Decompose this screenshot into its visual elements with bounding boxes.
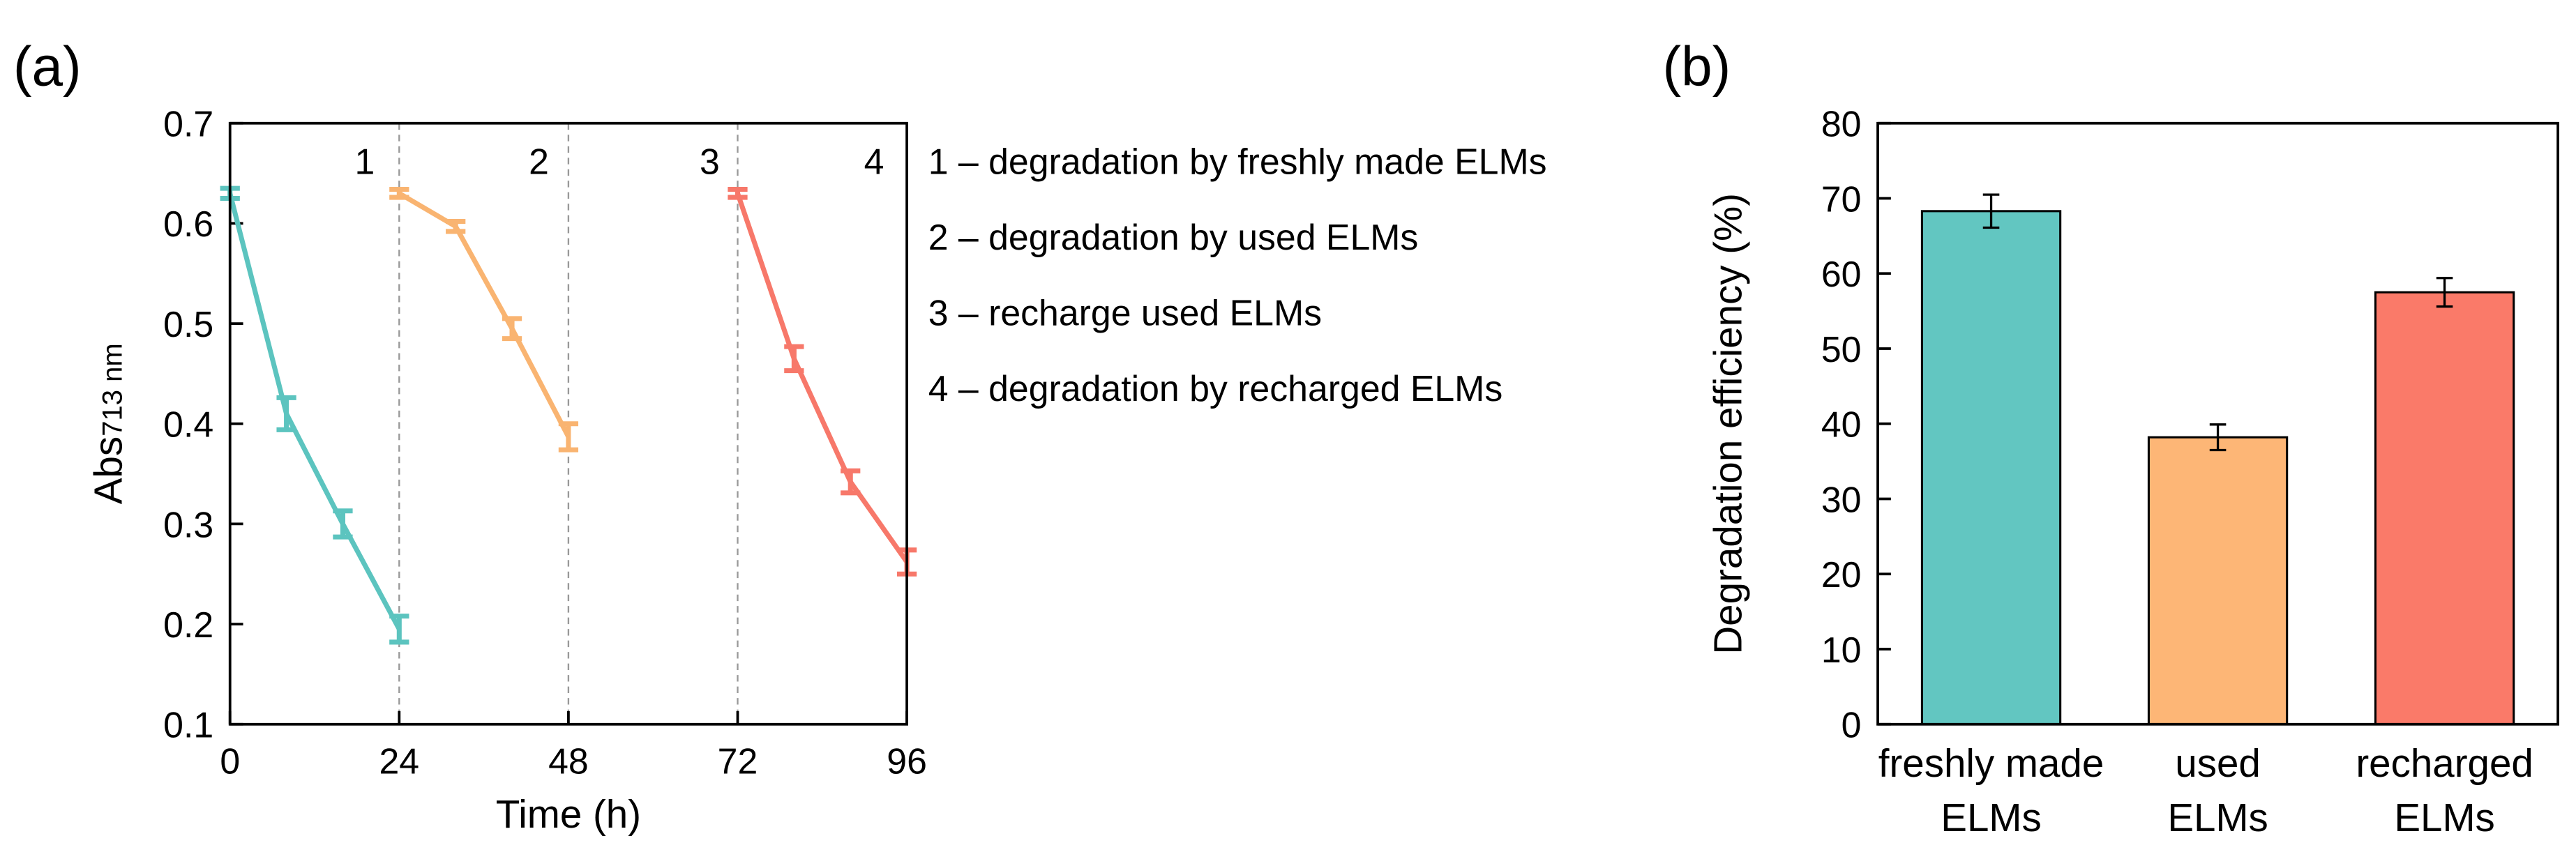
legend-entry: 1 – degradation by freshly made ELMs [928, 142, 1547, 182]
panel-label: (a) [13, 36, 82, 98]
legend-entry: 3 – recharge used ELMs [928, 292, 1322, 333]
bar [2374, 291, 2515, 726]
x-tick-label: recharged [2356, 741, 2533, 785]
x-tick-label: ELMs [1941, 796, 2041, 839]
y-tick-label: 10 [1821, 630, 1862, 670]
interval-label: 4 [864, 142, 884, 182]
error-bar [1982, 193, 2000, 229]
y-axis-title-main: Abs [86, 436, 130, 504]
error-bar [276, 395, 296, 432]
y-tick-label: 70 [1821, 178, 1862, 219]
error-bar [2209, 423, 2227, 452]
y-tick-label: 40 [1821, 404, 1862, 445]
interval-label: 1 [354, 142, 375, 182]
legend-entry: 2 – degradation by used ELMs [928, 217, 1419, 257]
y-tick-label: 0.1 [163, 705, 213, 745]
y-tick-label: 0 [1841, 705, 1862, 745]
y-tick-label: 30 [1821, 479, 1862, 519]
interval-label: 3 [700, 142, 720, 182]
y-axis-title: Abs713 nm [86, 343, 130, 504]
error-bar [558, 421, 579, 453]
x-tick-label: 24 [379, 740, 420, 781]
error-bar [728, 187, 748, 200]
y-tick-label: 80 [1821, 104, 1862, 144]
plot-frame [1876, 121, 2559, 726]
y-axis-title-sub: 713 nm [97, 343, 128, 436]
error-bar [446, 219, 466, 234]
error-bar [502, 316, 522, 342]
y-tick-label: 0.4 [163, 404, 213, 445]
error-bar [841, 468, 861, 496]
x-tick-label: ELMs [2394, 796, 2494, 839]
bar [1920, 210, 2062, 726]
y-tick-label: 0.5 [163, 304, 213, 344]
y-tick-label: 0.2 [163, 605, 213, 645]
panel-label: (b) [1662, 36, 1731, 98]
x-tick-label: used [2175, 741, 2261, 785]
legend-entry: 4 – degradation by recharged ELMs [928, 368, 1503, 409]
interval-label: 2 [529, 142, 549, 182]
y-tick-label: 0.7 [163, 104, 213, 144]
error-bar [389, 187, 409, 200]
x-tick-label: 72 [718, 740, 758, 781]
y-tick-label: 0.3 [163, 504, 213, 545]
y-tick-label: 0.6 [163, 204, 213, 244]
series-line [398, 191, 571, 439]
y-tick-label: 60 [1821, 254, 1862, 294]
y-tick-label: 20 [1821, 554, 1862, 595]
x-tick-label: 96 [887, 740, 927, 781]
error-bar [2436, 277, 2453, 308]
error-bar [333, 508, 353, 540]
plot-frame [228, 121, 908, 726]
bar [2147, 436, 2289, 726]
x-tick-label: 48 [548, 740, 589, 781]
x-tick-label: ELMs [2167, 796, 2268, 839]
x-tick-label: freshly made [1878, 741, 2104, 785]
y-axis-title: Degradation efficiency (%) [1706, 193, 1750, 655]
x-axis-title: Time (h) [496, 792, 641, 836]
series-line [227, 192, 402, 630]
x-tick-label: 0 [220, 740, 240, 781]
error-bar [784, 344, 804, 374]
y-tick-label: 50 [1821, 329, 1862, 370]
error-bar [389, 614, 409, 645]
series-line [735, 192, 909, 564]
